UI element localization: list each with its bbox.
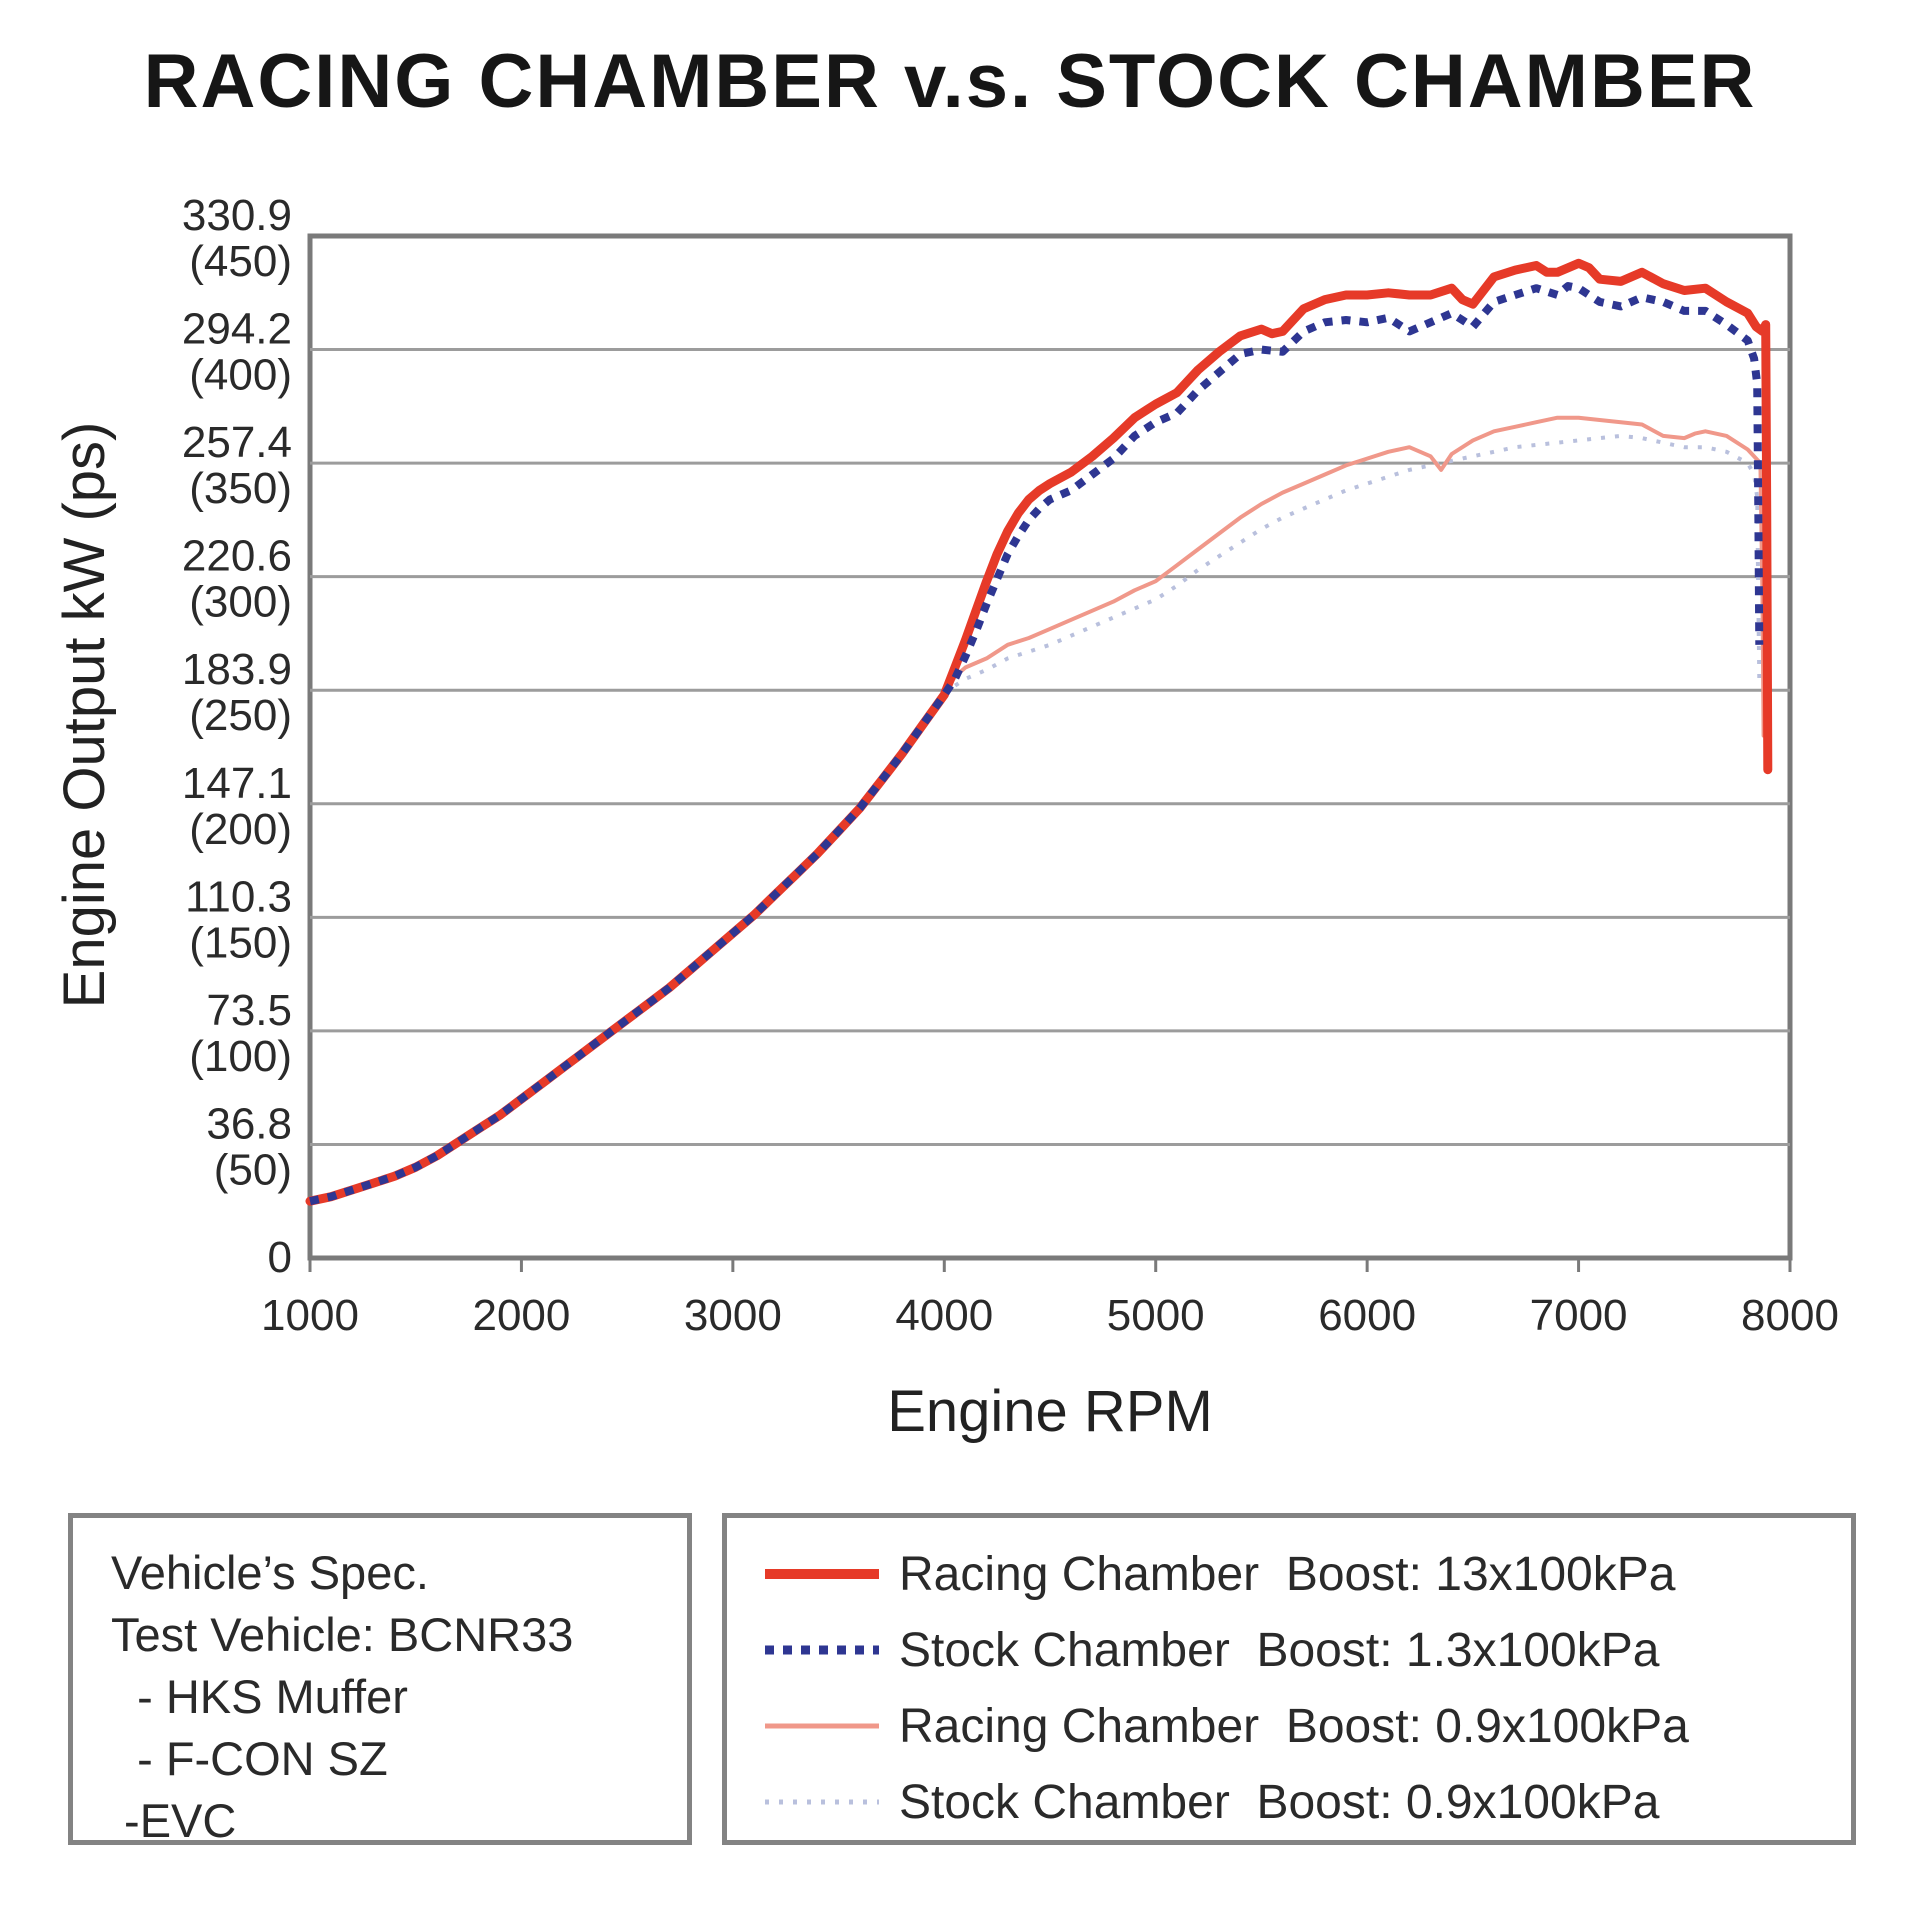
vehicle-spec-box: Vehicle’s Spec. Test Vehicle: BCNR33 - HK… — [68, 1513, 692, 1847]
legend-item-label: Racing Chamber Boost: 0.9x100kPa — [899, 1699, 1689, 1753]
y-tick-label-ps: (150) — [189, 918, 292, 967]
y-tick-label-ps: (300) — [189, 578, 292, 627]
y-tick-label-kw: 110.3 — [185, 872, 292, 921]
spec-line: - HKS Muffer — [111, 1670, 408, 1723]
y-tick-label-ps: (250) — [189, 691, 292, 740]
y-tick-label-kw: 257.4 — [182, 418, 292, 467]
y-tick-label-kw: 220.6 — [182, 532, 292, 581]
x-axis-title: Engine RPM — [887, 1379, 1213, 1444]
spec-line: - F-CON SZ — [111, 1732, 388, 1785]
y-tick-label-kw: 294.2 — [182, 305, 292, 354]
y-tick-label-kw: 183.9 — [182, 645, 292, 694]
legend-swatch-line — [765, 1723, 879, 1729]
y-tick-label-ps: (400) — [189, 351, 292, 400]
spec-line: Vehicle’s Spec. — [111, 1546, 429, 1599]
legend-swatch-line — [765, 1799, 879, 1805]
x-tick-label: 2000 — [472, 1291, 570, 1340]
legend-item-label: Stock Chamber Boost: 0.9x100kPa — [899, 1775, 1660, 1829]
x-tick-label: 6000 — [1318, 1291, 1416, 1340]
y-tick-label-ps: (50) — [214, 1145, 292, 1194]
x-tick-label: 5000 — [1107, 1291, 1205, 1340]
y-tick-label-kw: 147.1 — [182, 759, 292, 808]
chart-legend: Racing Chamber Boost: 13x100kPa Stock Cha… — [722, 1513, 1856, 1845]
x-tick-label: 7000 — [1530, 1291, 1628, 1340]
x-tick-label: 4000 — [895, 1291, 993, 1340]
chart-title: RACING CHAMBER v.s. STOCK CHAMBER — [143, 39, 1757, 124]
y-tick-label-kw: 73.5 — [206, 986, 292, 1035]
y-tick-label-ps: (450) — [189, 237, 292, 286]
spec-line: -EVC — [111, 1794, 237, 1847]
plot-area — [307, 233, 1793, 1261]
y-tick-label-ps: (350) — [189, 464, 292, 513]
chart-plot: 330.9(450) 294.2(400) 257.4(350) 220.6(300)… — [182, 191, 1839, 1340]
y-tick-label-kw: 0 — [268, 1233, 292, 1282]
legend-item: Stock Chamber Boost: 0.9x100kPa — [757, 1764, 1851, 1840]
x-tick-label: 3000 — [684, 1291, 782, 1340]
x-tick-label: 8000 — [1741, 1291, 1839, 1340]
y-tick-label-ps: (200) — [189, 805, 292, 854]
legend-item-label: Stock Chamber Boost: 1.3x100kPa — [899, 1623, 1660, 1677]
legend-item: Stock Chamber Boost: 1.3x100kPa — [757, 1612, 1851, 1688]
legend-swatch-line — [765, 1645, 879, 1655]
legend-item-label: Racing Chamber Boost: 13x100kPa — [899, 1547, 1676, 1601]
y-tick-label-kw: 36.8 — [206, 1099, 292, 1148]
x-tick-label: 1000 — [261, 1291, 359, 1340]
y-tick-label-kw: 330.9 — [182, 191, 292, 240]
series-stock_high — [309, 282, 1764, 1206]
series-racing_high — [305, 258, 1773, 1206]
y-tick-label-ps: (100) — [189, 1032, 292, 1081]
legend-swatch-line — [765, 1569, 879, 1579]
legend-item: Racing Chamber Boost: 0.9x100kPa — [757, 1688, 1851, 1764]
legend-item: Racing Chamber Boost: 13x100kPa — [757, 1536, 1851, 1612]
spec-line: Test Vehicle: BCNR33 — [111, 1608, 574, 1661]
